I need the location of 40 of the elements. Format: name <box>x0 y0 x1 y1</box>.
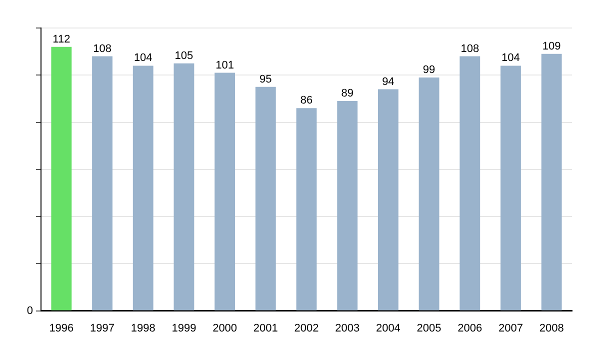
bar <box>500 66 521 310</box>
data-label: 101 <box>216 59 234 72</box>
data-label: 108 <box>93 42 112 55</box>
bar <box>418 77 440 310</box>
data-label: 89 <box>341 88 354 100</box>
x-tick-label: 2004 <box>376 322 400 334</box>
x-tick-label: 2006 <box>458 322 482 334</box>
data-label: 95 <box>260 73 272 86</box>
bar <box>51 46 72 310</box>
bar <box>541 54 562 310</box>
x-tick-label: 2008 <box>539 322 564 334</box>
data-label: 99 <box>422 64 436 76</box>
x-tick-label: 2003 <box>335 322 360 334</box>
bar <box>132 66 154 310</box>
x-tick-label: 1997 <box>90 322 115 334</box>
x-tick-label: 1999 <box>172 322 196 334</box>
x-tick-label: 2000 <box>212 322 238 334</box>
x-tick-label: 2007 <box>498 322 523 334</box>
data-label: 105 <box>174 50 194 62</box>
text: 0 <box>26 304 33 317</box>
bar <box>214 72 236 310</box>
bar <box>92 56 112 310</box>
bar <box>296 108 317 310</box>
bar <box>337 101 358 310</box>
data-label: 108 <box>460 42 480 55</box>
data-label: 104 <box>502 52 520 64</box>
bar <box>255 86 276 310</box>
data-label: 94 <box>382 76 394 88</box>
x-tick-label: 2005 <box>416 322 442 334</box>
bar <box>174 63 194 310</box>
data-label: 86 <box>300 94 313 107</box>
x-tick-label: 2002 <box>294 322 319 334</box>
x-tick-label: 2001 <box>253 322 278 334</box>
x-tick-label: 1998 <box>130 322 156 334</box>
x-tick-label: 1996 <box>49 322 74 334</box>
bar <box>378 89 398 310</box>
data-label: 104 <box>134 52 152 64</box>
bar <box>460 56 480 310</box>
data-label: 109 <box>542 40 561 52</box>
data-label: 112 <box>52 33 70 46</box>
